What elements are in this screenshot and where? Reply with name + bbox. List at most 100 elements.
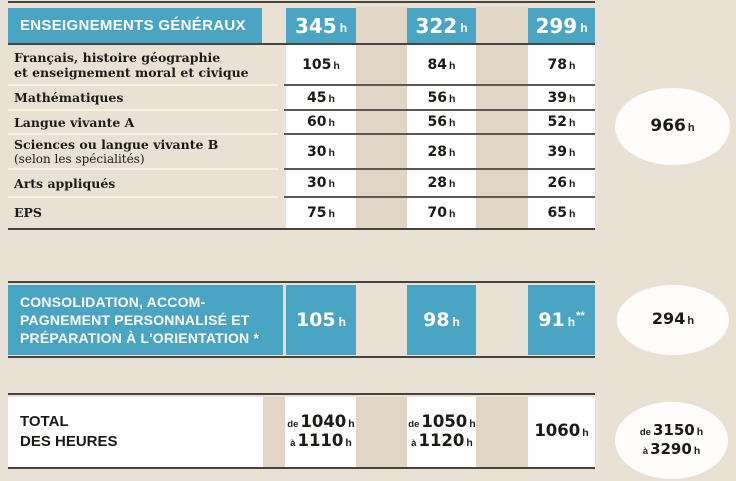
range-prefix: à — [290, 438, 296, 449]
title-line: DES HEURES — [20, 433, 118, 450]
header-total-year2: 322 h — [407, 8, 476, 43]
hours-value: 105 — [302, 56, 332, 73]
row-separator — [8, 168, 278, 170]
range-prefix: de — [639, 427, 651, 439]
range-prefix: à — [642, 445, 649, 457]
hours-unit: h — [339, 20, 348, 35]
hours-unit: h — [449, 92, 456, 105]
title-line: PAGNEMENT PERSONNALISÉ ET — [20, 311, 250, 328]
row-separator — [8, 196, 278, 198]
hours-cell: 45 h — [286, 86, 356, 109]
hours-unit: h — [580, 20, 588, 35]
table-row-sciences-lvb: Sciences ou langue vivante B (selon les … — [8, 135, 595, 170]
row-separator — [284, 133, 595, 135]
row-separator — [284, 168, 595, 170]
hours-value: 1050 — [421, 411, 468, 431]
table-row-arts-appliques: Arts appliqués 30 h 28 h 26 h — [8, 170, 595, 198]
row-label: Français, histoire géographie et enseign… — [14, 45, 278, 84]
hours-value: 78 — [547, 56, 568, 73]
hours-value: 1120 — [418, 431, 465, 450]
table-row-mathematiques: Mathématiques 45 h 56 h 39 h — [8, 86, 595, 111]
hours-cell: 56 h — [407, 111, 476, 133]
hours-value: 30 — [307, 143, 327, 160]
row-label-line: Français, histoire géographie — [14, 49, 221, 65]
consolidation-year2: 98 h — [407, 285, 476, 355]
total-title: TOTAL DES HEURES — [20, 397, 118, 467]
hours-unit: h — [333, 59, 340, 72]
hours-unit: h — [696, 426, 704, 439]
hours-unit: h — [582, 427, 589, 440]
hours-unit: h — [328, 208, 335, 220]
hours-value: 105 — [295, 309, 336, 331]
table-title: ENSEIGNEMENTS GÉNÉRAUX — [8, 8, 262, 43]
hours-cell: 65 h — [528, 198, 595, 228]
hours-unit: h — [687, 121, 695, 134]
hours-unit: h — [569, 178, 576, 190]
column-gap-stripe — [476, 397, 528, 467]
column-gap-stripe — [263, 397, 285, 467]
row-separator — [8, 133, 278, 135]
table-row-langue-vivante-a: Langue vivante A 60 h 56 h 52 h — [8, 111, 595, 135]
row-separator — [8, 84, 278, 86]
consolidation-year1: 105 h — [286, 285, 356, 355]
hours-value: 1040 — [300, 411, 347, 431]
table-top-border — [8, 1, 595, 3]
row-label-line: Langue vivante A — [14, 114, 135, 130]
hours-unit: h — [569, 92, 576, 105]
row-label: Mathématiques — [14, 86, 278, 109]
hours-unit: h — [569, 59, 576, 72]
total-row-band: TOTAL DES HEURES de 1040 h à 1110 h de 1050 h … — [8, 397, 595, 467]
hours-value: 91 — [538, 309, 565, 331]
hours-value: 299 — [535, 13, 578, 38]
table-row-francais: Français, histoire géographie et enseign… — [8, 45, 595, 86]
hours-value: 84 — [427, 56, 448, 73]
hours-unit: h — [449, 117, 456, 129]
hours-unit: h — [569, 208, 576, 220]
hours-cell: 26 h — [528, 170, 595, 196]
table-bottom-border — [8, 356, 595, 358]
header-total-year3: 299 h — [528, 8, 595, 43]
hours-value: 65 — [547, 205, 568, 221]
hours-value: 60 — [307, 114, 327, 130]
table-row-eps: EPS 75 h 70 h 65 h — [8, 198, 595, 228]
total-hours-table: TOTAL DES HEURES de 1040 h à 1110 h de 1050 h … — [8, 393, 595, 469]
title-line: TOTAL — [20, 412, 69, 430]
hours-unit: h — [348, 417, 355, 430]
table-top-border — [8, 393, 595, 395]
hours-value: 56 — [427, 114, 448, 130]
table-top-border — [8, 281, 595, 283]
hours-unit: h — [345, 437, 352, 449]
hours-unit: h — [452, 315, 460, 329]
consolidation-table: CONSOLIDATION, ACCOM- PAGNEMENT PERSONNA… — [8, 281, 595, 358]
hours-cell: 39 h — [528, 86, 595, 109]
row-label-line: Arts appliqués — [14, 175, 116, 191]
row-separator — [284, 84, 595, 86]
hours-unit: h — [569, 117, 576, 129]
hours-cell: 56 h — [407, 86, 476, 109]
hours-unit: h — [460, 20, 468, 35]
hours-unit: h — [449, 59, 456, 72]
hours-value: 30 — [307, 175, 327, 191]
hours-value: 1060 — [534, 421, 581, 441]
total-year2-range: de 1050 h à 1120 h — [395, 397, 489, 467]
header-separator — [8, 43, 595, 45]
hours-cell: 30 h — [286, 170, 356, 196]
total-year1-range: de 1040 h à 1110 h — [274, 397, 368, 467]
hours-unit: h — [567, 315, 576, 329]
hours-value: 3290 — [650, 439, 692, 458]
hours-unit: h — [466, 437, 473, 449]
overall-total-oval: de 3150 h à 3290 h — [615, 402, 728, 479]
hours-value: 3150 — [652, 421, 695, 440]
row-separator — [8, 109, 278, 111]
hours-unit: h — [449, 146, 456, 159]
hours-cell: 75 h — [286, 198, 356, 228]
hours-unit: h — [328, 117, 335, 129]
hours-value: 26 — [547, 175, 568, 191]
hours-value: 1110 — [297, 431, 344, 450]
row-label: Sciences ou langue vivante B (selon les … — [14, 135, 278, 168]
general-subjects-table: ENSEIGNEMENTS GÉNÉRAUX 345 h 322 h 299 h… — [8, 1, 595, 230]
title-line: CONSOLIDATION, ACCOM- — [20, 293, 206, 310]
table-bottom-border — [8, 228, 595, 230]
hours-unit: h — [328, 178, 335, 190]
